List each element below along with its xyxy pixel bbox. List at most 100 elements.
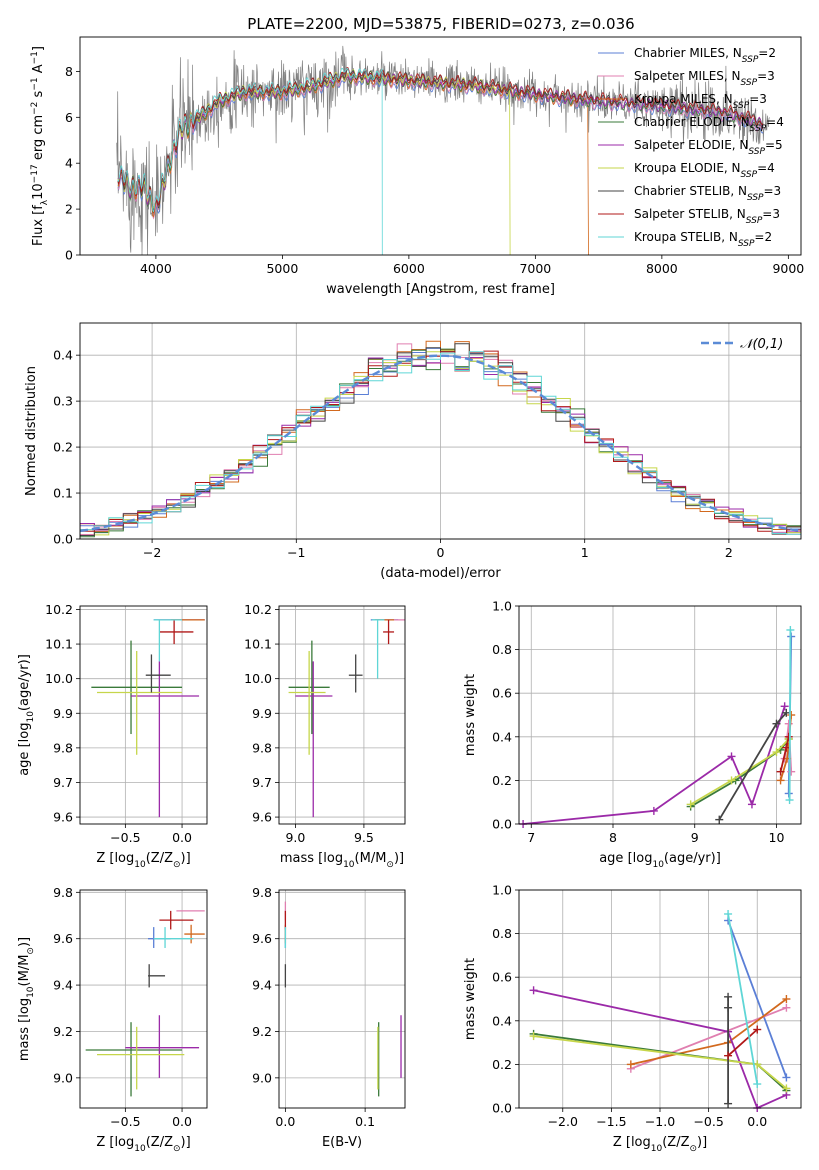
weight-marker-krou_stelib bbox=[785, 796, 794, 805]
x-tick-label: 0.0 bbox=[747, 1114, 767, 1129]
y-tick-label: 9.0 bbox=[53, 1070, 73, 1085]
label-part: ⊙ bbox=[26, 947, 36, 955]
label-part: log bbox=[633, 851, 653, 866]
label-part: −2 bbox=[30, 102, 40, 115]
y-tick-label: 9.6 bbox=[252, 810, 272, 825]
residual-frame bbox=[79, 322, 802, 540]
label-part: =4 bbox=[757, 161, 775, 175]
label-part: 10 bbox=[651, 1144, 663, 1154]
mass_age-points bbox=[288, 619, 405, 818]
label-part: log bbox=[323, 851, 343, 866]
y-tick-label: 0.8 bbox=[492, 642, 512, 657]
label-part: (Z/Z bbox=[146, 1135, 173, 1150]
label-part: SSP bbox=[748, 147, 765, 157]
y-tick-label: 9.4 bbox=[252, 978, 272, 993]
label-part: SSP bbox=[738, 239, 755, 249]
age_weight-xlabel: age [log10(age/yr)] bbox=[599, 851, 721, 870]
y-tick-label: 9.4 bbox=[53, 978, 73, 993]
label-part: mass [ bbox=[280, 851, 323, 866]
legend-entry: Kroupa ELODIE, NSSP=4 bbox=[634, 161, 775, 180]
weight-marker-salp_stelib bbox=[776, 767, 785, 776]
label-part: )] bbox=[394, 851, 404, 866]
y-tick-label: 0.2 bbox=[492, 1057, 512, 1072]
label-part: 10 bbox=[134, 1144, 146, 1154]
x-tick-label: −2 bbox=[143, 545, 161, 560]
weight-marker-chab_stelib bbox=[715, 815, 724, 824]
label-part: Kroupa MILES, N bbox=[634, 92, 733, 106]
weight-marker-krou_elodie bbox=[782, 1084, 791, 1093]
errorbar-point-chab_miles bbox=[148, 927, 171, 948]
spectrum-model-krou_stelib bbox=[117, 67, 383, 255]
y-tick-label: 0.0 bbox=[492, 1101, 512, 1116]
label-part: =4 bbox=[766, 115, 784, 129]
y-tick-label: 8 bbox=[65, 64, 73, 79]
label-part: =3 bbox=[764, 184, 782, 198]
y-tick-label: 0.6 bbox=[492, 970, 512, 985]
legend-entry: Salpeter ELODIE, NSSP=5 bbox=[634, 138, 783, 157]
label-part: )] bbox=[17, 937, 32, 947]
z_weight-xlabel: Z [log10(Z/Z⊙)] bbox=[613, 1135, 707, 1154]
errorbar-point-salp_stelib bbox=[383, 619, 395, 645]
x-tick-label: −0.5 bbox=[693, 1114, 723, 1129]
weight-marker-chab_stelib bbox=[724, 1003, 733, 1012]
y-tick-label: 0.1 bbox=[53, 486, 73, 501]
label-part: )] bbox=[181, 1135, 191, 1150]
errorbar-point-krou_elodie bbox=[288, 650, 326, 755]
x-tick-label: −0.5 bbox=[110, 830, 140, 845]
label-part: mass weight bbox=[463, 674, 478, 756]
spectrum-lines bbox=[116, 45, 770, 255]
z_mass-frame bbox=[79, 889, 208, 1109]
y-tick-label: 9.7 bbox=[252, 775, 272, 790]
x-tick-label: 5000 bbox=[266, 261, 298, 276]
label-part: =3 bbox=[762, 207, 780, 221]
label-part: ⊙ bbox=[173, 1144, 181, 1154]
mass_age-frame bbox=[278, 605, 406, 825]
age_weight-axes: 7 8 9 10 0.0 0.2 0.4 0.6 0.8 1.0 bbox=[492, 599, 801, 845]
label-part: (Z/Z bbox=[662, 1135, 689, 1150]
y-tick-label: 6 bbox=[65, 110, 73, 125]
weight-marker-krou_miles bbox=[776, 776, 785, 785]
legend-gauss-label: 𝒩(0,1) bbox=[740, 337, 783, 352]
y-tick-label: 4 bbox=[65, 156, 73, 171]
y-tick-label: 0.0 bbox=[492, 817, 512, 832]
x-tick-label: 9.0 bbox=[285, 830, 305, 845]
mass_age-axes: 9.0 9.5 9.6 9.7 9.8 9.9 10.0 10.1 10.2 bbox=[244, 602, 405, 845]
label-part: Normed distribution bbox=[24, 366, 39, 496]
label-part: Kroupa STELIB, N bbox=[634, 230, 738, 244]
label-part: =2 bbox=[754, 230, 772, 244]
label-part: 10 bbox=[343, 860, 355, 870]
label-part: erg cm bbox=[31, 115, 46, 164]
y-tick-label: 9.8 bbox=[252, 885, 272, 900]
label-part: (M/M bbox=[355, 851, 387, 866]
z_mass-points bbox=[85, 910, 205, 1097]
residuals-axes: −2 −1 0 1 2 0.0 0.1 0.2 0.3 0.4 bbox=[53, 323, 801, 560]
label-part: age [ bbox=[599, 851, 632, 866]
ebv_mass-xlabel: E(B-V) bbox=[322, 1135, 362, 1150]
weight-marker-krou_miles bbox=[782, 995, 791, 1003]
y-tick-label: 0.6 bbox=[492, 686, 512, 701]
spectrum-model-salp_elodie bbox=[117, 71, 764, 211]
errorbar-point-krou_stelib bbox=[372, 619, 385, 679]
label-part: (M/M bbox=[17, 955, 32, 987]
y-tick-label: 0.2 bbox=[492, 773, 512, 788]
y-tick-label: 10.0 bbox=[45, 671, 73, 686]
y-tick-label: 10.1 bbox=[45, 637, 73, 652]
y-tick-label: 0.2 bbox=[53, 440, 73, 455]
label-part: log bbox=[17, 723, 32, 743]
label-part: SSP bbox=[733, 101, 750, 111]
errorbar-point-krou_stelib bbox=[153, 619, 183, 662]
label-part: =2 bbox=[758, 46, 776, 60]
label-part: 10 bbox=[652, 860, 664, 870]
spectrum-ylabel: Flux [fλ10−17 erg cm−2 s−1 A−1] bbox=[30, 46, 50, 246]
z_age-frame bbox=[79, 605, 208, 825]
ebv_mass-frame bbox=[278, 889, 406, 1109]
y-tick-label: 0 bbox=[65, 248, 73, 263]
label-part: SSP bbox=[747, 193, 764, 203]
errorbar-point-krou_elodie bbox=[97, 650, 183, 755]
y-tick-label: 10.2 bbox=[244, 602, 272, 617]
residual-hist-chab_stelib bbox=[80, 343, 801, 536]
y-tick-label: 9.8 bbox=[53, 885, 73, 900]
label-part: (data-model)/error bbox=[380, 566, 501, 581]
legend-entry: Chabrier STELIB, NSSP=3 bbox=[634, 184, 781, 203]
label-part: Salpeter ELODIE, N bbox=[634, 138, 748, 152]
